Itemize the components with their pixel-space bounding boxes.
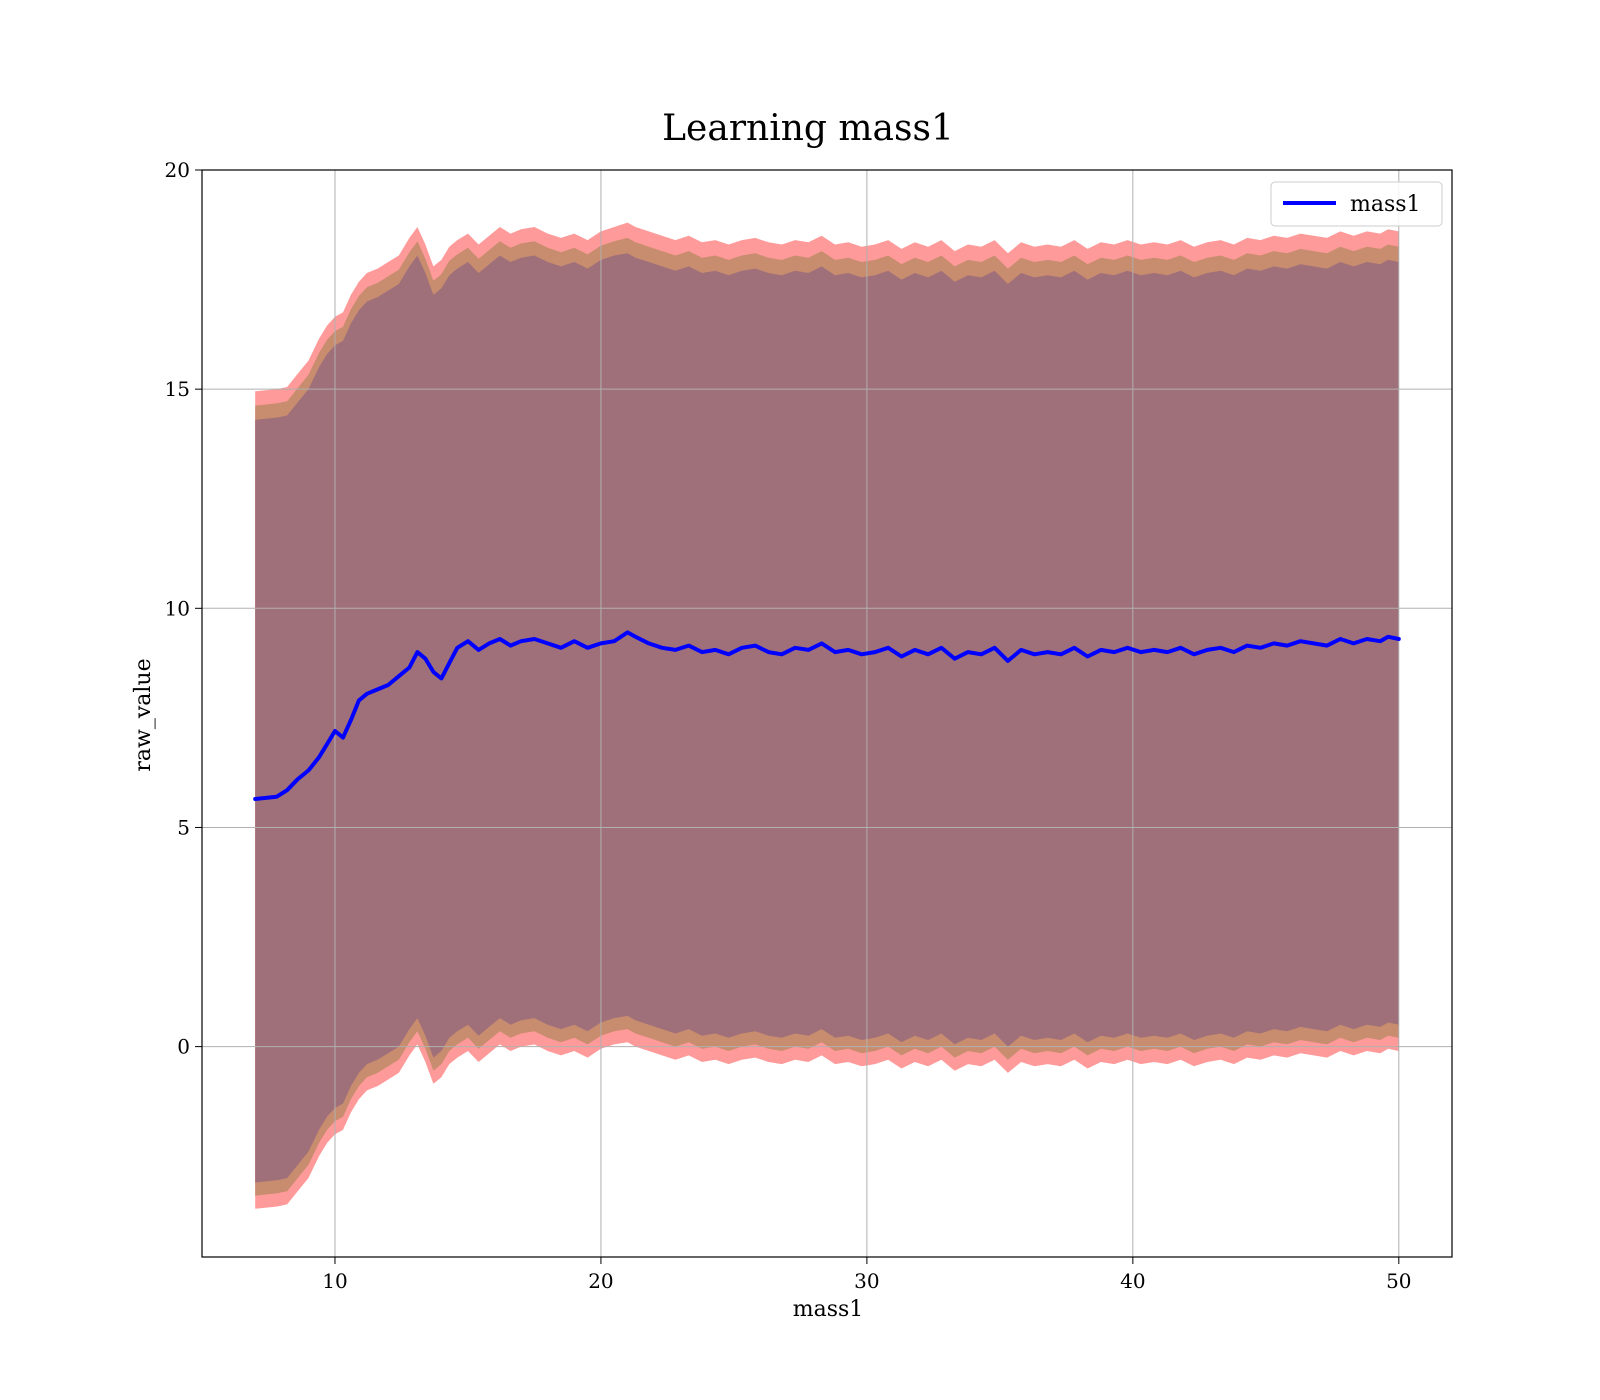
series-line-mass1 bbox=[253, 630, 1401, 801]
y-tick-label: 15 bbox=[165, 377, 190, 401]
y-axis-label: raw_value bbox=[131, 658, 156, 771]
y-tick-label: 5 bbox=[177, 815, 190, 839]
x-tick-label: 50 bbox=[1386, 1269, 1411, 1293]
x-tick-label: 30 bbox=[854, 1269, 879, 1293]
legend-label-mass1: mass1 bbox=[1350, 192, 1421, 217]
chart-title: Learning mass1 bbox=[662, 108, 954, 149]
plot-area bbox=[201, 169, 1453, 1258]
series-lines bbox=[253, 630, 1401, 801]
x-axis-label: mass1 bbox=[793, 1297, 864, 1322]
y-tick-label: 0 bbox=[177, 1035, 190, 1059]
grid bbox=[202, 169, 1452, 1257]
y-axis: 0 5 10 15 20 bbox=[165, 158, 202, 1059]
y-tick-label: 20 bbox=[165, 158, 190, 182]
confidence-bands bbox=[255, 222, 1399, 1209]
x-tick-label: 20 bbox=[588, 1269, 613, 1293]
y-tick-label: 10 bbox=[165, 596, 190, 620]
legend: mass1 bbox=[1270, 181, 1443, 227]
x-tick-label: 10 bbox=[322, 1269, 347, 1293]
inner-band bbox=[255, 253, 1399, 1183]
x-axis: 10 20 30 40 50 bbox=[322, 1257, 1412, 1293]
x-tick-label: 40 bbox=[1120, 1269, 1145, 1293]
plot-frame bbox=[201, 169, 1453, 1258]
legend-box bbox=[1270, 181, 1443, 227]
